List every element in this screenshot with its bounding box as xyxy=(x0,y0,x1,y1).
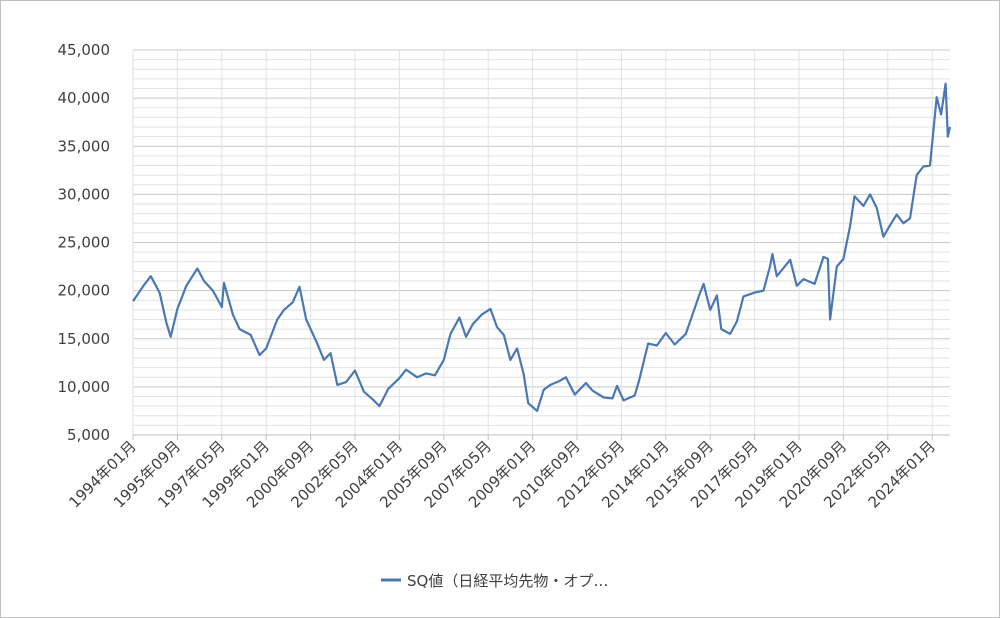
series-group xyxy=(132,82,952,412)
y-tick-label: 45,000 xyxy=(58,41,111,59)
y-tick-label: 10,000 xyxy=(58,378,111,396)
legend: SQ値（日経平均先物・オプ… xyxy=(381,572,608,590)
y-tick-label: 25,000 xyxy=(58,234,111,252)
gridlines xyxy=(132,49,950,436)
y-tick-label: 35,000 xyxy=(58,137,111,155)
series-line xyxy=(132,82,952,412)
y-tick-label: 5,000 xyxy=(67,426,110,444)
y-tick-label: 20,000 xyxy=(58,282,111,300)
y-tick-label: 30,000 xyxy=(58,185,111,203)
x-axis-ticks: 1994年01月1995年09月1997年05月1999年01月2000年09月… xyxy=(65,435,939,512)
legend-label: SQ値（日経平均先物・オプ… xyxy=(407,572,608,590)
y-tick-label: 40,000 xyxy=(58,89,111,107)
y-tick-label: 15,000 xyxy=(58,330,111,348)
y-axis-ticks: 5,000 10,000 15,000 20,000 25,000 30,000 35,00… xyxy=(58,41,111,444)
